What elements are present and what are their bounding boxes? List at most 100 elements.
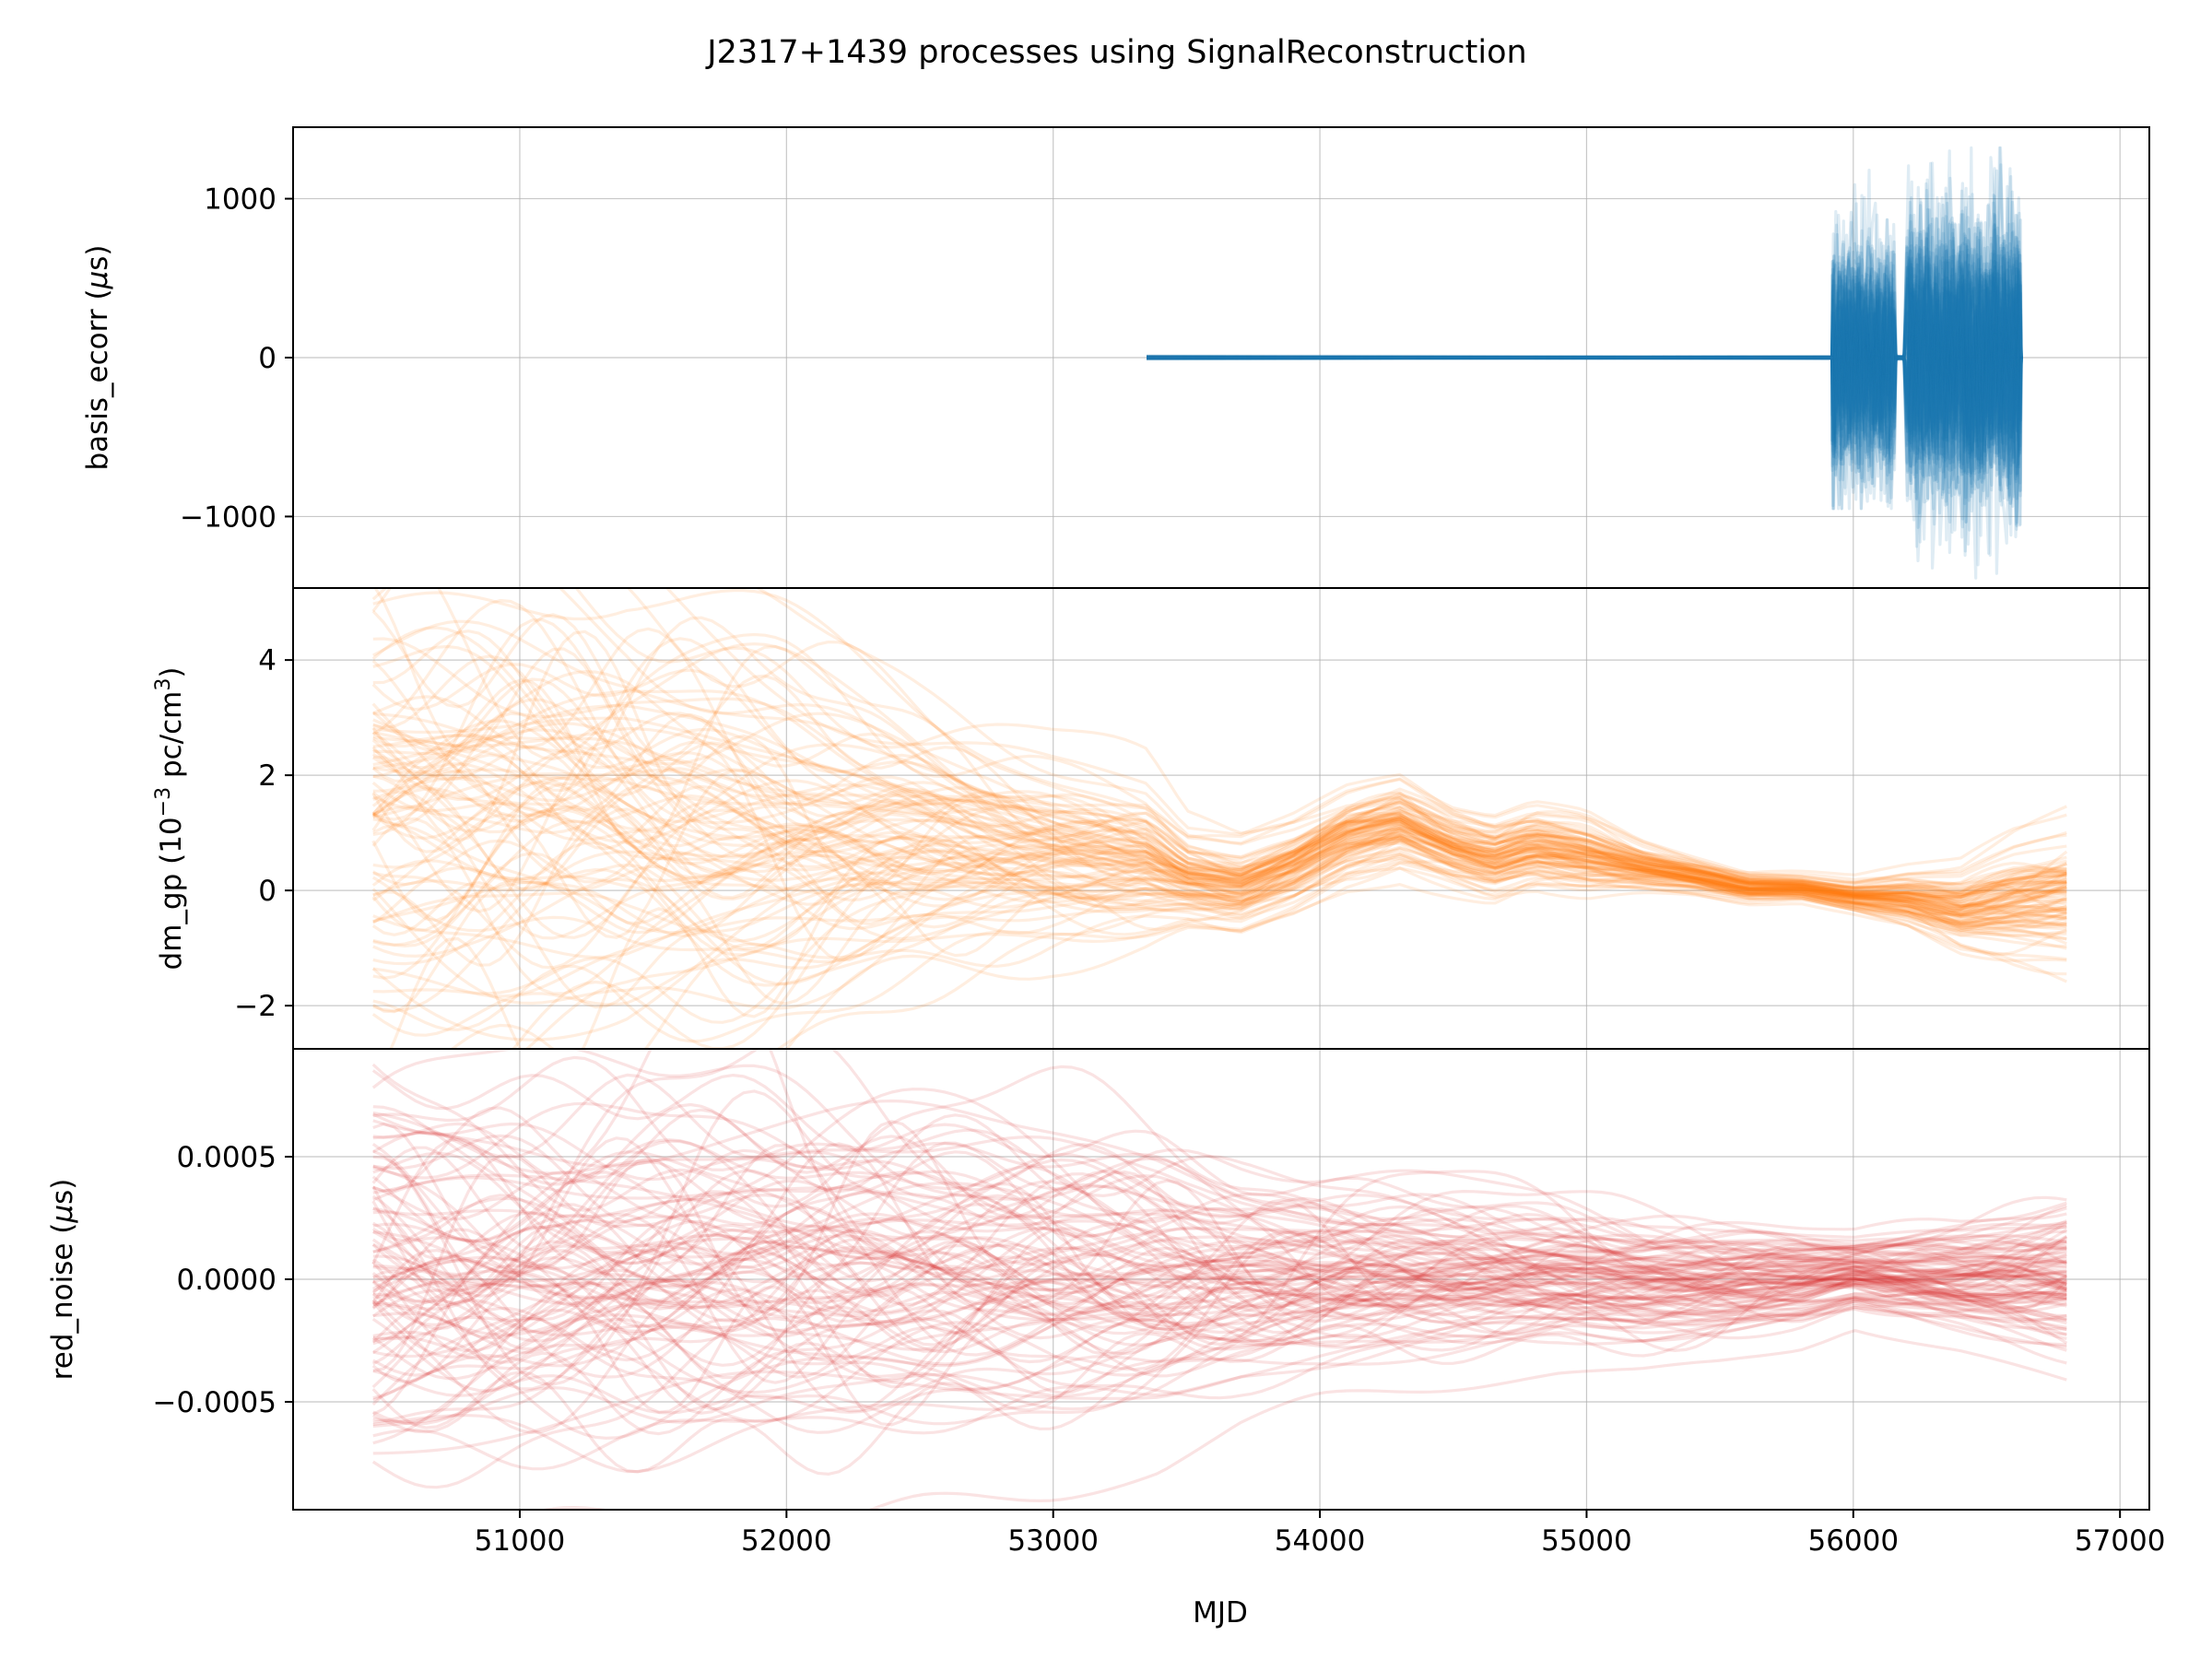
- realization-line: [372, 1223, 2067, 1302]
- realization-line: [371, 1245, 2067, 1354]
- realization-line: [371, 1194, 2067, 1301]
- realization-line: [371, 809, 2067, 932]
- realization-line: [372, 1122, 2067, 1427]
- realization-line: [371, 1270, 2067, 1381]
- realization-line: [372, 1214, 2067, 1277]
- realization-line: [372, 1136, 2067, 1312]
- realization-line: [1146, 222, 2023, 502]
- realization-line: [1146, 209, 2023, 527]
- realization-line: [1146, 230, 2023, 503]
- realization-line: [372, 1264, 2067, 1394]
- realization-line: [1147, 175, 2023, 521]
- realization-line: [1146, 214, 2023, 526]
- realization-line: [372, 1300, 2067, 1471]
- realization-line: [1146, 229, 2023, 542]
- axes-frame-dm_gp: [292, 587, 2150, 1050]
- realization-line: [371, 1238, 2067, 1333]
- realization-line: [371, 1113, 2067, 1305]
- realization-line: [1146, 232, 2023, 567]
- realization-line: [1146, 192, 2023, 505]
- realization-line: [372, 1158, 2067, 1308]
- realization-line: [372, 1112, 2067, 1250]
- realization-line: [1146, 208, 2023, 502]
- realization-line: [1146, 222, 2023, 470]
- realization-line: [1146, 146, 2023, 515]
- realization-line: [1146, 189, 2023, 451]
- realization-line: [372, 1296, 2067, 1415]
- realization-line: [371, 767, 2067, 914]
- realization-line: [371, 1049, 2068, 1347]
- y-tick-label: −0.0005: [153, 1386, 276, 1419]
- realization-line: [1146, 255, 2023, 511]
- realization-line: [1147, 244, 2023, 501]
- realization-line: [1146, 256, 2023, 467]
- realization-line: [1146, 262, 2023, 511]
- realization-line: [372, 854, 2067, 1024]
- realization-line: [372, 735, 2067, 900]
- realization-line: [371, 1157, 2068, 1335]
- realization-line: [372, 1184, 2067, 1366]
- realization-line: [372, 723, 2067, 900]
- realization-line: [372, 1226, 2067, 1424]
- realization-line: [372, 1297, 2067, 1426]
- realization-line: [1146, 204, 2023, 544]
- realization-line: [1146, 178, 2023, 501]
- panel-dm_gp: 4 2 0 −2 dm_gp (10−3 pc/cm3): [152, 587, 2150, 1050]
- realization-line: [371, 838, 2067, 964]
- realization-line: [539, 1329, 2067, 1510]
- realization-line: [1146, 194, 2023, 481]
- y-tick-label: −1000: [180, 500, 276, 534]
- realization-line: [371, 1227, 2067, 1434]
- realization-line: [1146, 222, 2023, 547]
- realization-line: [371, 1182, 2067, 1283]
- realization-line: [372, 851, 2067, 1043]
- realization-line: [1146, 236, 2023, 539]
- realization-line: [371, 645, 2067, 915]
- realization-line: [1146, 221, 2023, 444]
- realization-line: [372, 753, 2067, 909]
- realization-line: [371, 1298, 2067, 1476]
- realization-line: [1146, 236, 2023, 455]
- y-tick-label: −2: [234, 990, 276, 1023]
- realization-line: [372, 1233, 2067, 1359]
- realization-line: [1146, 250, 2023, 546]
- realization-line: [1146, 245, 2023, 558]
- realization-line: [1146, 176, 2023, 557]
- y-axis-label-dm_gp: dm_gp (10−3 pc/cm3): [152, 667, 188, 971]
- realization-line: [372, 774, 2067, 909]
- realization-line: [372, 768, 2067, 909]
- realization-line: [1146, 186, 2023, 475]
- realization-line: [372, 1278, 2067, 1336]
- realization-line: [371, 1049, 2067, 1323]
- x-axis-label: MJD: [1193, 1596, 1248, 1630]
- realization-line: [371, 1069, 2067, 1246]
- realization-line: [371, 1146, 2068, 1347]
- series-red_noise: [371, 1049, 2068, 1510]
- realization-line: [371, 1234, 2067, 1326]
- realization-line: [371, 1089, 2067, 1314]
- realization-line: [524, 853, 2067, 1049]
- x-tick-label: 57000: [2075, 1524, 2166, 1558]
- realization-line: [1146, 236, 2023, 481]
- realization-line: [372, 1291, 2067, 1377]
- realization-line: [1146, 197, 2023, 525]
- realization-line: [372, 823, 2067, 941]
- realization-line: [1146, 201, 2023, 497]
- panel-basis_ecorr: 1000 0 −1000 basis_ecorr (μs): [81, 126, 2150, 589]
- realization-line: [1146, 220, 2023, 511]
- x-tick-label: 53000: [1007, 1524, 1099, 1558]
- realization-line: [389, 860, 2067, 1049]
- realization-line: [371, 1283, 2067, 1426]
- realization-line: [665, 588, 2067, 884]
- realization-line: [372, 804, 2067, 967]
- realization-line: [371, 598, 2067, 895]
- realization-line: [371, 663, 2067, 894]
- realization-line: [371, 1213, 2067, 1310]
- realization-line: [372, 1272, 2067, 1337]
- realization-line: [372, 1295, 2067, 1400]
- realization-line: [1146, 231, 2023, 495]
- realization-line: [372, 1278, 2067, 1354]
- realization-line: [371, 1267, 2067, 1353]
- realization-line: [1146, 167, 2023, 499]
